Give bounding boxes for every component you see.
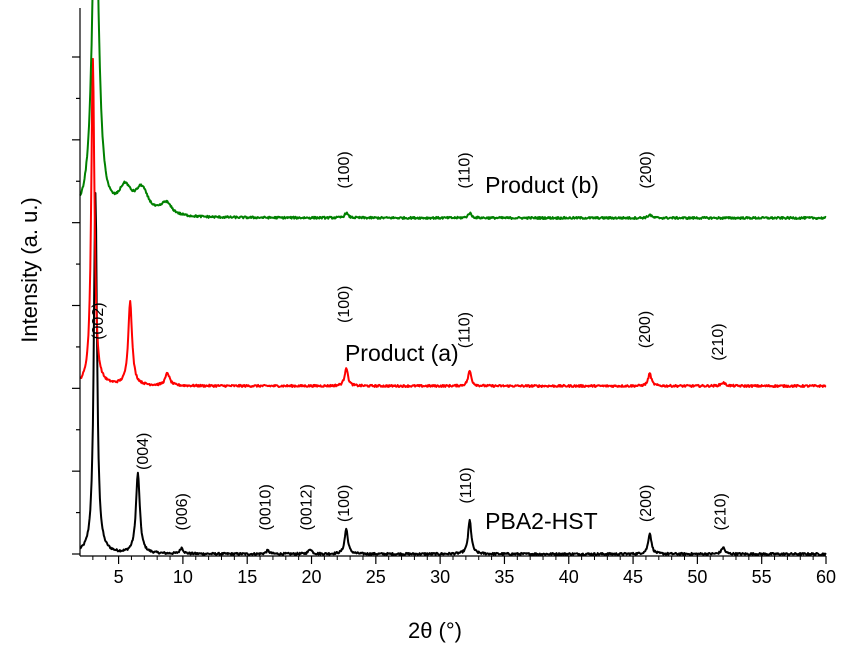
- peak-label-0-8: (210): [713, 493, 730, 530]
- series-label-1: Product (a): [345, 340, 459, 366]
- peak-label-0-2: (006): [174, 493, 191, 530]
- y-axis-title: Intensity (a. u.): [17, 197, 42, 343]
- x-tick-label: 50: [687, 567, 707, 587]
- series-line-0: [79, 192, 827, 556]
- peak-label-0-3: (0010): [257, 484, 274, 530]
- x-tick-label: 5: [114, 567, 124, 587]
- peak-label-1-1: (110): [457, 312, 474, 348]
- peak-label-0-4: (0012): [299, 484, 316, 530]
- series-label-2: Product (b): [485, 172, 599, 198]
- peak-label-0-5: (100): [336, 485, 353, 522]
- series-layer: [79, 0, 827, 556]
- peak-label-2-1: (110): [457, 152, 474, 188]
- x-tick-label: 60: [816, 567, 836, 587]
- x-tick-label: 45: [623, 567, 643, 587]
- peak-label-1-0: (100): [336, 286, 353, 323]
- peak-label-2-2: (200): [638, 151, 655, 188]
- annotation-layer: PBA2-HST (002) (004) (006) (0010) (0012) (100)…: [90, 151, 730, 534]
- x-tick-label: 30: [430, 567, 450, 587]
- x-tick-label: 35: [494, 567, 514, 587]
- peak-label-1-2: (200): [637, 311, 654, 348]
- x-tick-label: 40: [559, 567, 579, 587]
- x-axis-title: 2θ (°): [408, 618, 462, 643]
- series-line-2: [79, 0, 827, 220]
- x-tick-label: 20: [302, 567, 322, 587]
- x-tick-label: 55: [752, 567, 772, 587]
- x-tick-label: 15: [237, 567, 257, 587]
- x-tick-label: 25: [366, 567, 386, 587]
- peak-label-0-1: (004): [135, 433, 152, 470]
- series-line-1: [79, 57, 827, 388]
- peak-label-1-3: (210): [710, 323, 727, 360]
- x-tick-label: 10: [173, 567, 193, 587]
- peak-label-0-7: (200): [638, 485, 655, 522]
- peak-label-2-0: (100): [336, 151, 353, 188]
- peak-label-0-6: (110): [458, 467, 475, 503]
- peak-label-0-0: (002): [90, 302, 107, 339]
- axis-layer: 5 10 15 20 25 30 35 40 45 50 55 60: [72, 8, 836, 587]
- series-label-0: PBA2-HST: [485, 508, 597, 534]
